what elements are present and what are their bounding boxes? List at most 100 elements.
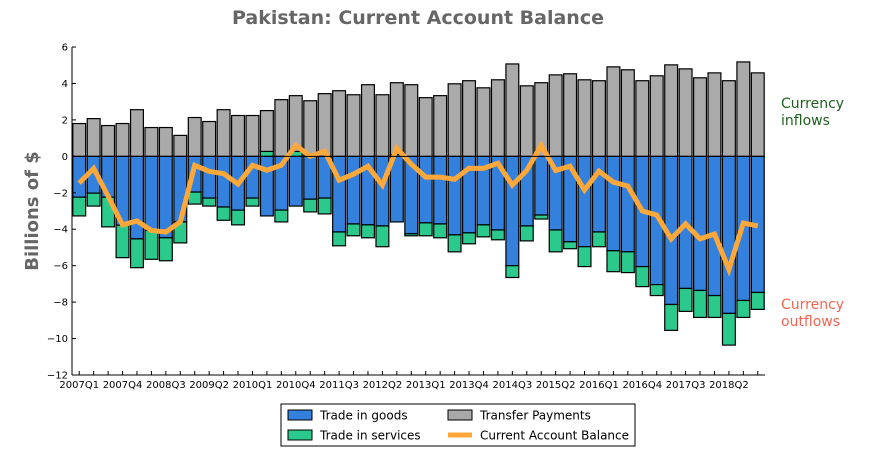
bar-goods-2009Q2 bbox=[202, 155, 217, 199]
bar-services-2013Q1 bbox=[418, 222, 433, 237]
bar-services-2010Q1 bbox=[245, 197, 260, 207]
bar-goods-2018Q2 bbox=[721, 155, 736, 315]
bar-transfers-2018Q4 bbox=[750, 72, 765, 157]
bar-transfers-2018Q2 bbox=[721, 80, 736, 157]
axes-group: −12 −10 −8 −6 −4 −2 0 2 4 6 2007Q1 2007Q4 2008Q3 2009… bbox=[47, 43, 765, 391]
bar-goods-2016Q1 bbox=[591, 155, 606, 233]
bar-goods-2016Q2 bbox=[606, 155, 621, 252]
bar-services-2012Q4 bbox=[404, 233, 419, 237]
x-tick-label: 2010Q1 bbox=[233, 380, 273, 391]
cab-line bbox=[77, 140, 759, 277]
bar-goods-2011Q1 bbox=[303, 155, 318, 200]
x-tick-label: 2015Q2 bbox=[536, 380, 576, 391]
legend-label: Trade in goods bbox=[319, 409, 408, 423]
bar-transfers-2013Q4 bbox=[462, 80, 477, 157]
bar-services-2010Q3 bbox=[274, 209, 289, 223]
annotation-line: Currency bbox=[781, 96, 844, 112]
x-tick-label: 2008Q3 bbox=[146, 380, 186, 391]
bar-goods-2009Q3 bbox=[216, 155, 231, 208]
bar-transfers-2013Q3 bbox=[447, 83, 462, 157]
x-tick-label: 2014Q3 bbox=[493, 380, 533, 391]
bar-services-2007Q2 bbox=[86, 192, 101, 207]
bar-transfers-2018Q3 bbox=[736, 61, 751, 157]
y-tick-label: −4 bbox=[53, 225, 68, 236]
bar-services-2011Q3 bbox=[332, 231, 347, 247]
bar-services-2015Q1 bbox=[534, 214, 549, 220]
bar-transfers-2007Q1 bbox=[72, 122, 87, 157]
bar-transfers-2009Q2 bbox=[202, 120, 217, 157]
annotation-inflows: Currency inflows bbox=[781, 96, 844, 129]
bar-goods-2015Q1 bbox=[534, 155, 549, 216]
annotation-line: inflows bbox=[781, 113, 830, 129]
bar-transfers-2016Q4 bbox=[635, 80, 650, 157]
bar-goods-2008Q2 bbox=[144, 155, 159, 232]
y-axis-label: Billions of $ bbox=[22, 151, 43, 271]
bar-transfers-2016Q2 bbox=[606, 66, 621, 157]
bar-services-2010Q2 bbox=[259, 150, 274, 157]
bar-goods-2008Q3 bbox=[158, 155, 173, 239]
bar-transfers-2012Q2 bbox=[375, 94, 390, 157]
bar-transfers-2017Q2 bbox=[664, 64, 679, 157]
bar-services-2018Q2 bbox=[721, 312, 736, 346]
y-tick-label: −8 bbox=[53, 298, 68, 309]
bar-transfers-2017Q1 bbox=[649, 75, 664, 157]
bar-services-2016Q1 bbox=[591, 231, 606, 248]
bar-transfers-2014Q4 bbox=[519, 85, 534, 157]
bar-goods-2010Q2 bbox=[259, 155, 274, 217]
bar-transfers-2008Q4 bbox=[173, 134, 188, 157]
bar-goods-2010Q4 bbox=[288, 155, 303, 207]
bar-transfers-2016Q3 bbox=[620, 69, 635, 157]
y-tick-label: 6 bbox=[62, 43, 68, 54]
x-tick-label: 2017Q3 bbox=[666, 380, 706, 391]
x-tick-label: 2016Q1 bbox=[579, 380, 619, 391]
bar-goods-2010Q1 bbox=[245, 155, 260, 199]
bar-services-2014Q3 bbox=[505, 265, 520, 279]
bar-services-2013Q4 bbox=[462, 232, 477, 245]
bar-transfers-2018Q1 bbox=[707, 72, 722, 157]
bar-services-2014Q4 bbox=[519, 225, 534, 242]
legend: Trade in goods Trade in services Transfer … bbox=[280, 403, 636, 447]
bar-transfers-2010Q3 bbox=[274, 99, 289, 157]
bar-transfers-2008Q3 bbox=[158, 126, 173, 157]
bar-transfers-2011Q4 bbox=[346, 94, 361, 157]
bar-services-2016Q4 bbox=[635, 265, 650, 288]
legend-swatch bbox=[287, 409, 313, 421]
bar-services-2015Q2 bbox=[548, 229, 563, 253]
chart-title: Pakistan: Current Account Balance bbox=[232, 7, 604, 29]
bar-services-2013Q2 bbox=[433, 223, 448, 239]
annotation-line: outflows bbox=[781, 314, 840, 330]
bar-services-2013Q3 bbox=[447, 234, 462, 253]
bars-group bbox=[72, 61, 765, 346]
bar-transfers-2017Q3 bbox=[678, 68, 693, 157]
bar-transfers-2007Q4 bbox=[115, 122, 130, 157]
bar-services-2011Q1 bbox=[303, 198, 318, 213]
bar-services-2018Q4 bbox=[750, 291, 765, 311]
bar-transfers-2015Q4 bbox=[577, 79, 592, 157]
x-tick-label: 2016Q4 bbox=[622, 380, 662, 391]
legend-label: Current Account Balance bbox=[480, 429, 629, 443]
legend-label: Trade in services bbox=[319, 429, 421, 443]
bar-transfers-2013Q2 bbox=[433, 95, 448, 157]
bar-transfers-2011Q2 bbox=[317, 93, 332, 157]
bar-transfers-2007Q2 bbox=[86, 118, 101, 157]
bar-transfers-2015Q2 bbox=[548, 74, 563, 157]
bar-transfers-2008Q2 bbox=[144, 126, 159, 157]
y-tick-label: 2 bbox=[62, 115, 68, 126]
cab-line-group bbox=[77, 140, 759, 277]
annotation-line: Currency bbox=[781, 297, 844, 313]
x-tick-label: 2007Q1 bbox=[59, 380, 99, 391]
bar-services-2008Q1 bbox=[129, 238, 144, 269]
legend-swatch bbox=[287, 429, 313, 441]
y-tick-label: −12 bbox=[47, 371, 68, 382]
bar-goods-2014Q3 bbox=[505, 155, 520, 267]
bar-transfers-2016Q1 bbox=[591, 80, 606, 157]
bar-services-2008Q3 bbox=[158, 237, 173, 262]
bar-transfers-2012Q4 bbox=[404, 84, 419, 157]
bar-transfers-2014Q1 bbox=[476, 87, 491, 157]
bar-services-2017Q2 bbox=[664, 303, 679, 331]
bar-goods-2013Q3 bbox=[447, 155, 462, 236]
bar-transfers-2010Q1 bbox=[245, 114, 260, 157]
bar-services-2017Q3 bbox=[678, 287, 693, 313]
bar-transfers-2008Q1 bbox=[129, 109, 144, 157]
